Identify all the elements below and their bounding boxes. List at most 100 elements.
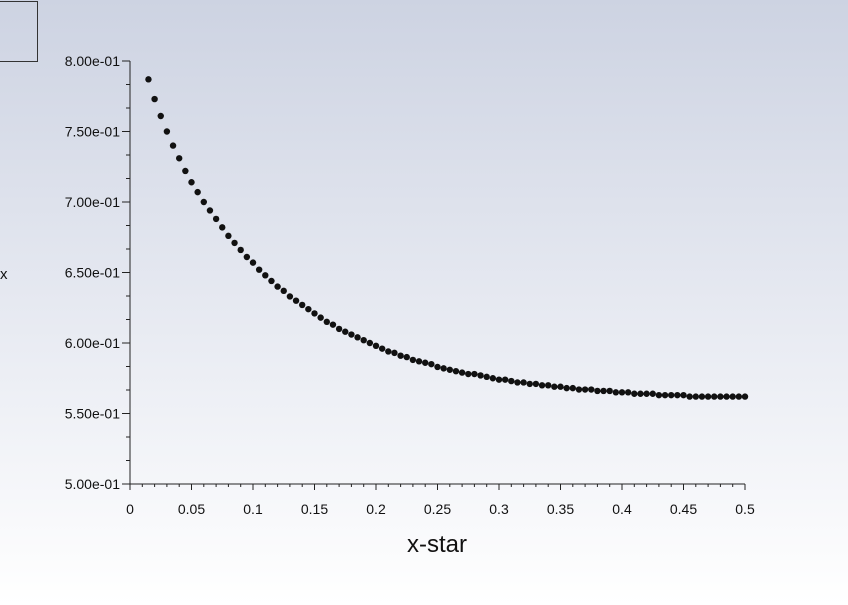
data-point xyxy=(680,391,687,399)
data-point xyxy=(465,370,472,378)
data-point xyxy=(176,155,183,162)
data-point xyxy=(495,376,503,383)
data-point xyxy=(717,393,724,400)
data-point xyxy=(409,356,417,364)
data-point xyxy=(686,393,693,400)
data-point xyxy=(157,112,164,120)
data-point xyxy=(538,382,546,389)
data-point xyxy=(348,331,355,338)
y-tick-label: 7.00e-01 xyxy=(65,194,120,210)
data-point xyxy=(422,359,429,366)
data-point xyxy=(372,342,380,350)
data-point xyxy=(551,383,558,390)
data-point xyxy=(501,376,509,383)
data-point xyxy=(545,382,552,389)
data-point xyxy=(249,259,257,266)
data-point xyxy=(649,390,656,397)
data-point xyxy=(385,348,392,355)
data-point xyxy=(618,389,626,396)
data-point xyxy=(194,188,201,196)
data-point xyxy=(563,384,570,392)
x-tick-label: 0.3 xyxy=(489,501,509,517)
data-point xyxy=(311,310,318,317)
data-point xyxy=(415,358,423,365)
data-point xyxy=(403,353,410,361)
data-point xyxy=(317,314,324,321)
data-point xyxy=(354,334,361,341)
data-point xyxy=(286,293,294,300)
data-point xyxy=(391,349,398,357)
data-point xyxy=(219,224,226,231)
data-point xyxy=(299,301,306,309)
data-point xyxy=(489,375,497,382)
data-point xyxy=(323,318,330,326)
data-point xyxy=(212,215,220,223)
data-point xyxy=(151,95,158,103)
data-point xyxy=(532,380,540,388)
data-point xyxy=(477,372,484,379)
data-point xyxy=(434,363,441,371)
data-point xyxy=(182,167,189,175)
y-tick-label: 5.50e-01 xyxy=(65,406,120,422)
data-point xyxy=(698,393,706,400)
data-point xyxy=(735,393,743,400)
data-point xyxy=(526,380,533,388)
data-point xyxy=(483,373,490,381)
x-tick-label: 0.1 xyxy=(243,501,263,517)
x-tick-label: 0.2 xyxy=(366,501,386,517)
data-point xyxy=(342,328,349,335)
data-point xyxy=(452,368,460,375)
y-tick-label: 7.50e-01 xyxy=(65,124,120,140)
data-point xyxy=(446,366,453,373)
axes xyxy=(122,60,746,490)
y-axis-title: x xyxy=(0,266,8,283)
data-point xyxy=(471,370,478,378)
data-point xyxy=(612,389,620,396)
data-point xyxy=(243,253,251,261)
data-point xyxy=(366,339,374,347)
data-point xyxy=(514,379,521,386)
x-tick-label: 0.15 xyxy=(301,501,328,517)
x-tick-label: 0.25 xyxy=(424,501,451,517)
data-point xyxy=(169,142,177,149)
data-point xyxy=(262,272,269,279)
y-tick-label: 5.00e-01 xyxy=(65,476,120,492)
data-point xyxy=(569,384,576,392)
data-point xyxy=(668,391,675,399)
data-point xyxy=(440,365,447,372)
x-tick-label: 0 xyxy=(126,501,134,517)
data-point xyxy=(280,287,287,295)
y-tick-label: 6.50e-01 xyxy=(65,265,120,281)
data-point xyxy=(692,393,699,400)
data-point xyxy=(674,391,681,399)
data-point xyxy=(520,379,527,386)
data-point xyxy=(225,232,232,240)
data-point xyxy=(305,305,312,313)
data-point xyxy=(206,207,214,214)
data-point xyxy=(329,321,337,328)
data-point xyxy=(428,360,435,368)
data-point xyxy=(274,283,281,290)
data-point xyxy=(704,393,712,400)
data-point xyxy=(655,391,663,399)
data-point xyxy=(631,390,638,397)
data-point xyxy=(268,277,275,285)
data-point xyxy=(360,336,367,344)
y-tick-label: 8.00e-01 xyxy=(65,53,120,69)
legend-box xyxy=(0,1,38,62)
data-point xyxy=(237,246,244,254)
x-tick-label: 0.5 xyxy=(735,501,755,517)
data-point xyxy=(575,386,583,393)
data-point xyxy=(588,386,595,393)
data-point xyxy=(581,386,589,393)
data-point xyxy=(231,239,238,247)
x-axis-title: x-star xyxy=(407,531,467,558)
data-point xyxy=(723,393,730,400)
data-point xyxy=(188,179,195,186)
x-tick-label: 0.4 xyxy=(612,501,632,517)
data-point xyxy=(643,390,650,397)
x-tick-label: 0.35 xyxy=(547,501,574,517)
data-point xyxy=(557,383,564,390)
data-point xyxy=(729,393,736,400)
